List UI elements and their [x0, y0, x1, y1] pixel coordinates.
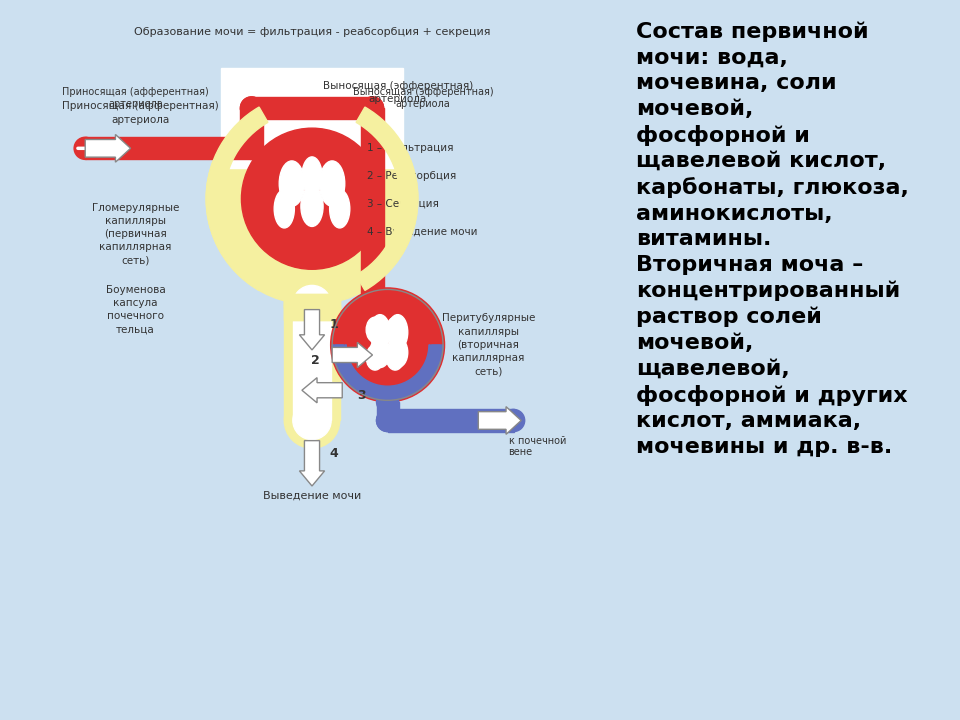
- Wedge shape: [332, 289, 444, 345]
- Text: 3: 3: [357, 389, 366, 402]
- Circle shape: [240, 138, 263, 159]
- Wedge shape: [206, 107, 268, 290]
- Wedge shape: [356, 107, 418, 290]
- Circle shape: [206, 93, 418, 305]
- Circle shape: [284, 393, 340, 448]
- Text: Образование мочи = фильтрация - реабсорбция + секреция: Образование мочи = фильтрация - реабсорб…: [133, 27, 491, 37]
- Ellipse shape: [329, 189, 349, 228]
- Ellipse shape: [301, 157, 322, 195]
- Bar: [284, 305, 340, 420]
- Circle shape: [293, 285, 331, 324]
- Text: 1 – Фильтрация: 1 – Фильтрация: [368, 143, 454, 153]
- Text: к почечной
вене: к почечной вене: [509, 436, 566, 457]
- Text: 2 – Реабсорбция: 2 – Реабсорбция: [368, 171, 457, 181]
- FancyArrow shape: [332, 343, 372, 368]
- Bar: [85, 138, 252, 159]
- Ellipse shape: [300, 186, 324, 226]
- Circle shape: [240, 138, 263, 159]
- Ellipse shape: [320, 161, 345, 206]
- Bar: [361, 234, 384, 320]
- Circle shape: [240, 97, 263, 119]
- Ellipse shape: [386, 318, 404, 343]
- Circle shape: [361, 223, 384, 245]
- Text: 1: 1: [329, 318, 338, 331]
- Circle shape: [376, 410, 398, 431]
- Bar: [361, 108, 384, 234]
- FancyArrow shape: [85, 135, 131, 162]
- Circle shape: [284, 277, 340, 333]
- Bar: [222, 68, 403, 168]
- Text: Перитубулярные
капилляры
(вторичная
капиллярная
сеть): Перитубулярные капилляры (вторичная капи…: [442, 313, 535, 377]
- Circle shape: [330, 288, 444, 402]
- FancyArrow shape: [300, 310, 324, 350]
- Circle shape: [242, 128, 382, 269]
- Text: 4 – Выведение мочи: 4 – Выведение мочи: [368, 227, 478, 236]
- FancyArrow shape: [301, 377, 342, 403]
- Bar: [242, 83, 383, 158]
- Text: Боуменова
капсула
почечного
тельца: Боуменова капсула почечного тельца: [106, 285, 165, 334]
- Text: Приносящая (афферентная)
артериола: Приносящая (афферентная) артериола: [62, 102, 219, 125]
- Bar: [376, 402, 398, 420]
- Circle shape: [293, 401, 331, 440]
- Circle shape: [74, 138, 96, 159]
- Wedge shape: [335, 292, 441, 345]
- Ellipse shape: [388, 338, 408, 368]
- Circle shape: [502, 410, 525, 431]
- Circle shape: [376, 391, 398, 413]
- Ellipse shape: [370, 338, 390, 368]
- Text: Гломерулярные
капилляры
(первичная
капиллярная
сеть): Гломерулярные капилляры (первичная капил…: [92, 202, 180, 266]
- Ellipse shape: [386, 345, 404, 370]
- Bar: [388, 410, 514, 431]
- Circle shape: [361, 97, 384, 119]
- Text: Приносящая (афферентная)
артериола: Приносящая (афферентная) артериола: [62, 87, 209, 109]
- Ellipse shape: [275, 189, 295, 228]
- Ellipse shape: [279, 161, 304, 206]
- Circle shape: [376, 410, 398, 431]
- Circle shape: [361, 223, 384, 245]
- Circle shape: [361, 309, 384, 330]
- Circle shape: [361, 97, 384, 119]
- FancyArrow shape: [478, 407, 521, 434]
- Wedge shape: [335, 345, 441, 398]
- Text: 2: 2: [311, 354, 320, 366]
- Wedge shape: [332, 345, 444, 400]
- Text: Состав первичной
мочи: вода,
мочевина, соли
мочевой,
фосфорной и
щавелевой кисло: Состав первичной мочи: вода, мочевина, с…: [636, 22, 908, 456]
- Text: Выносящая (эфферентная)
артериола: Выносящая (эфферентная) артериола: [323, 81, 473, 104]
- Bar: [284, 294, 340, 320]
- Bar: [240, 108, 263, 148]
- Bar: [284, 294, 340, 320]
- Text: Выведение мочи: Выведение мочи: [263, 491, 361, 501]
- Ellipse shape: [370, 315, 390, 350]
- Ellipse shape: [388, 315, 408, 350]
- Ellipse shape: [366, 318, 384, 343]
- Ellipse shape: [366, 345, 384, 370]
- Bar: [252, 97, 372, 119]
- Circle shape: [240, 97, 263, 119]
- Ellipse shape: [211, 110, 413, 287]
- Text: 3 – Секреция: 3 – Секреция: [368, 199, 440, 209]
- FancyArrow shape: [300, 441, 324, 486]
- Text: 4: 4: [329, 446, 338, 460]
- Text: Выносящая (эфферентная)
артериола: Выносящая (эфферентная) артериола: [352, 87, 493, 109]
- Bar: [293, 305, 331, 420]
